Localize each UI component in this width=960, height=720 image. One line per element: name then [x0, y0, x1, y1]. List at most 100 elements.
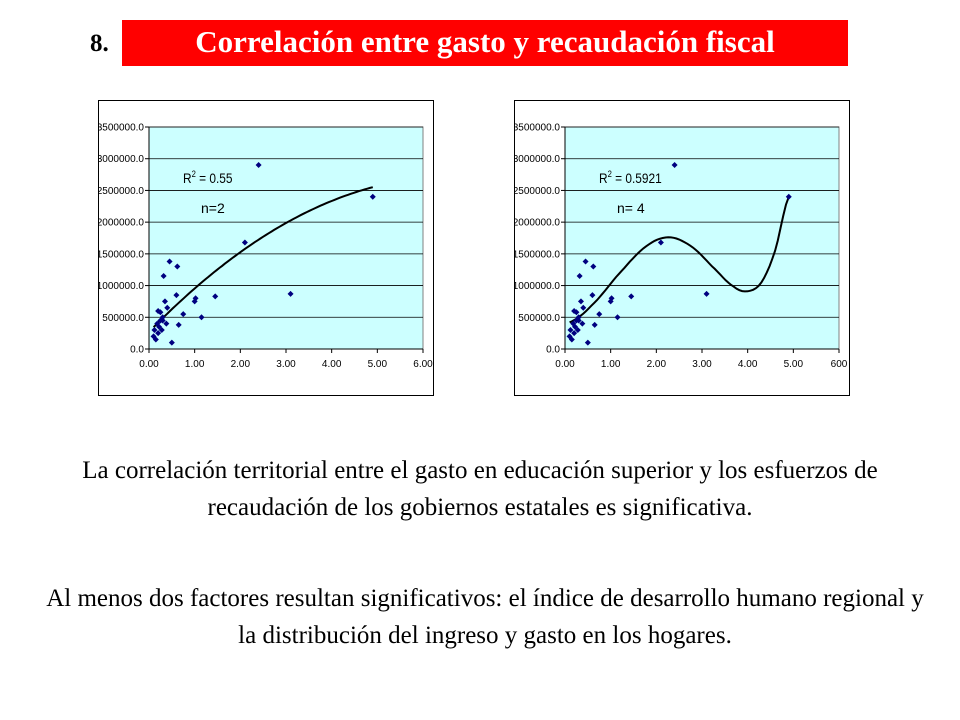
data-point [584, 339, 591, 346]
data-point [571, 307, 578, 314]
y-tick-label: 2500000.0 [99, 186, 144, 197]
data-point [589, 292, 596, 299]
y-tick-label: 1000000.0 [99, 281, 144, 292]
data-point [166, 258, 173, 265]
data-point [161, 298, 168, 305]
data-point [152, 336, 159, 343]
data-point [160, 273, 167, 280]
data-point [628, 293, 635, 300]
x-tick-label: 0.00 [139, 359, 159, 370]
r-superscript: 2 [608, 168, 613, 179]
x-tick-label: 2.00 [231, 359, 251, 370]
data-point [579, 320, 586, 327]
x-tick-label: 3.00 [276, 359, 296, 370]
data-point [568, 336, 575, 343]
data-point [575, 314, 582, 321]
data-point [703, 290, 710, 297]
data-point [577, 298, 584, 305]
slide-title: Correlación entre gasto y recaudación fi… [195, 24, 775, 59]
x-tick-label: 0.00 [555, 359, 575, 370]
data-point [159, 317, 166, 324]
chart-quartic-svg: 0.0500000.01000000.01500000.02000000.025… [515, 123, 848, 371]
data-point [369, 193, 376, 200]
x-tick-label: 6.00 [413, 359, 433, 370]
data-point [159, 314, 166, 321]
y-tick-label: 0.0 [130, 345, 144, 356]
plot-area [148, 126, 424, 350]
x-tick-label: 3.00 [692, 359, 712, 370]
data-point [155, 330, 162, 337]
x-tick-label: 5.00 [784, 359, 804, 370]
x-tick-label: 4.00 [738, 359, 758, 370]
y-tick-label: 2000000.0 [515, 218, 560, 229]
order-label: n= 4 [617, 200, 645, 216]
data-point [157, 309, 164, 316]
y-tick-label: 0.0 [546, 345, 560, 356]
data-point [151, 326, 158, 333]
y-tick-label: 3000000.0 [99, 154, 144, 165]
x-tick-label: 2.00 [647, 359, 667, 370]
data-point [572, 323, 579, 330]
y-tick-label: 1000000.0 [515, 281, 560, 292]
plot-area [564, 126, 840, 350]
data-point [567, 326, 574, 333]
x-tick-label: 1.00 [601, 359, 621, 370]
data-point [608, 295, 615, 302]
data-point [574, 326, 581, 333]
data-point [255, 162, 262, 169]
order-label: n=2 [201, 200, 225, 216]
paragraph-factors: Al menos dos factores resultan significa… [46, 585, 924, 649]
slide-number: 8. [90, 30, 109, 57]
y-tick-label: 2500000.0 [515, 186, 560, 197]
r-superscript: 2 [192, 168, 197, 179]
x-tick-label: 1.00 [185, 359, 205, 370]
data-point [591, 321, 598, 328]
data-point [571, 330, 578, 337]
data-point [174, 263, 181, 270]
r-squared-label: R2 = 0.55 [183, 168, 233, 186]
data-point [785, 193, 792, 200]
data-point [576, 273, 583, 280]
x-tick-label: 4.00 [322, 359, 342, 370]
data-point [175, 321, 182, 328]
x-tick-label: 600 [831, 359, 848, 370]
y-tick-label: 500000.0 [518, 313, 560, 324]
x-tick-label: 5.00 [368, 359, 388, 370]
data-point [173, 292, 180, 299]
y-tick-label: 1500000.0 [99, 249, 144, 260]
trendline [152, 186, 374, 328]
data-point [212, 293, 219, 300]
data-point [163, 320, 170, 327]
data-point [198, 314, 205, 321]
data-point [657, 239, 664, 246]
data-point [287, 290, 294, 297]
chart-quadratic-fit: 0.0 500000.0 1000000.0 1500000.0 2000000.0 25… [98, 100, 434, 396]
data-point [180, 311, 187, 318]
data-point [573, 309, 580, 316]
r-symbol: R [183, 170, 192, 186]
y-tick-label: 3500000.0 [515, 123, 560, 134]
y-tick-label: 2000000.0 [99, 218, 144, 229]
chart-quartic-fit: 0.0 500000.0 1000000.0 1500000.0 2000000.0 25… [514, 100, 850, 396]
paragraph-correlation: La correlación territorial entre el gast… [82, 457, 878, 521]
chart-quadratic-svg: 0.0500000.01000000.01500000.02000000.025… [99, 123, 433, 371]
data-point [164, 304, 171, 311]
data-point [614, 314, 621, 321]
data-point [575, 317, 582, 324]
title-bar: Correlación entre gasto y recaudación fi… [122, 20, 848, 66]
data-point [241, 239, 248, 246]
r-symbol: R [599, 170, 608, 186]
r-squared-value: = 0.5921 [612, 170, 662, 186]
y-tick-label: 500000.0 [102, 313, 144, 324]
data-point [192, 295, 199, 302]
data-point [590, 263, 597, 270]
data-point [607, 298, 614, 305]
data-point [158, 326, 165, 333]
r-squared-value: = 0.55 [196, 170, 233, 186]
y-tick-label: 3000000.0 [515, 154, 560, 165]
data-point [582, 258, 589, 265]
data-point [168, 339, 175, 346]
data-point [580, 304, 587, 311]
data-point [671, 162, 678, 169]
data-point [155, 307, 162, 314]
